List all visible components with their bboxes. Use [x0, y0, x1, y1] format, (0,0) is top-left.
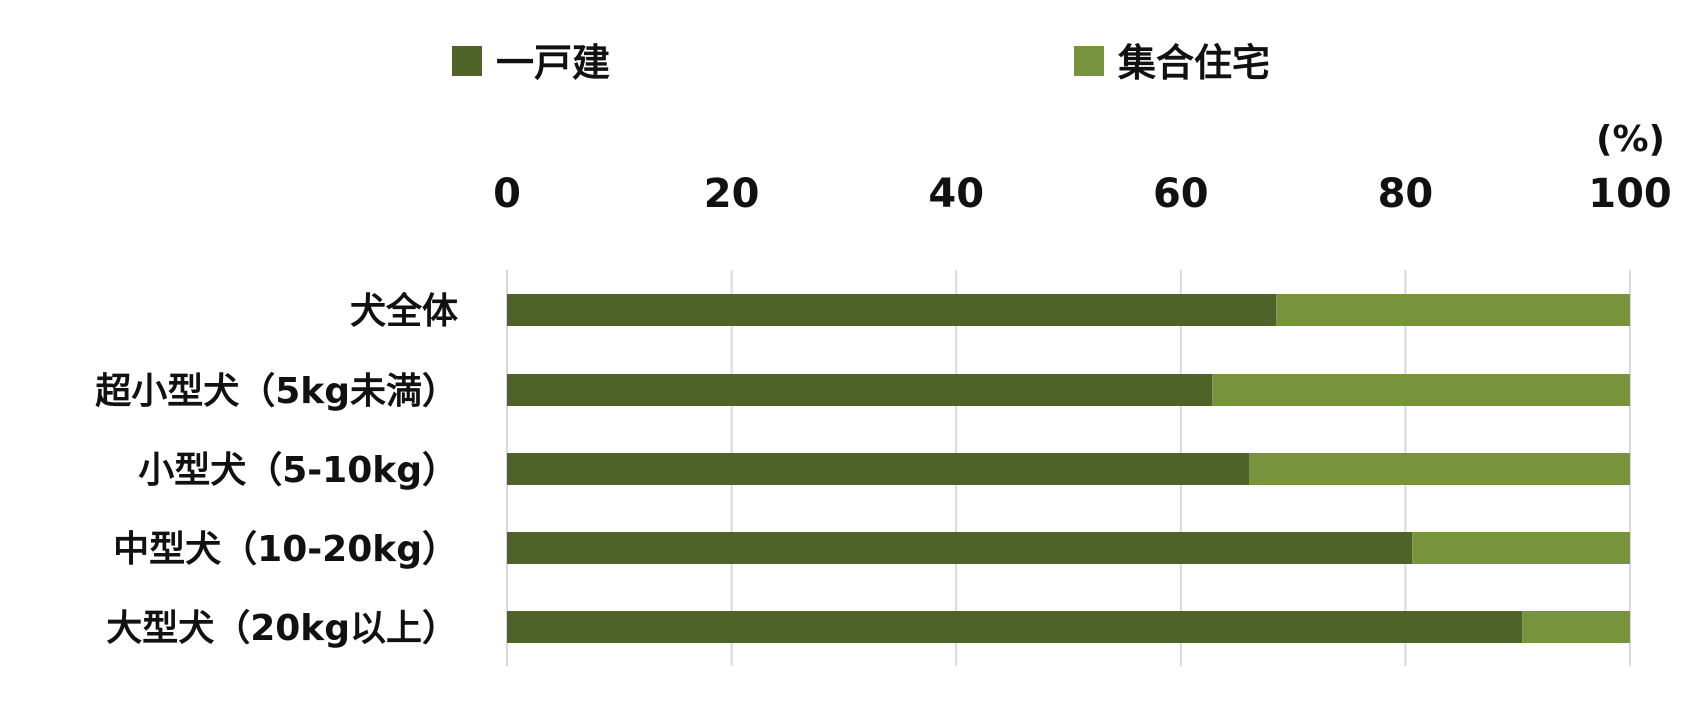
x-tick-label-100: 100: [1588, 171, 1672, 217]
category-label-4: 大型犬（20kg以上）: [106, 608, 458, 649]
bar-detached-house-4: [507, 611, 1523, 643]
bar-detached-house-0: [507, 294, 1277, 326]
category-label-1: 超小型犬（5kg未満）: [95, 371, 458, 412]
legend: 一戸建 集合住宅: [452, 41, 1270, 85]
bars: [507, 294, 1630, 643]
x-tick-label-60: 60: [1153, 171, 1209, 217]
legend-swatch-detached-house: [452, 46, 482, 76]
x-tick-label-20: 20: [704, 171, 760, 217]
bar-apartment-1: [1212, 374, 1630, 406]
bar-apartment-3: [1412, 532, 1630, 564]
bar-apartment-2: [1249, 453, 1630, 485]
bar-detached-house-2: [507, 453, 1250, 485]
axis-unit-label: (%): [1596, 119, 1665, 160]
x-axis-ticks: 0 20 40 60 80 100: [493, 171, 1672, 217]
legend-swatch-apartment: [1074, 46, 1104, 76]
bar-apartment-4: [1522, 611, 1630, 643]
legend-label-detached-house: 一戸建: [496, 41, 610, 85]
bar-apartment-0: [1276, 294, 1630, 326]
x-tick-label-0: 0: [493, 171, 521, 217]
legend-label-apartment: 集合住宅: [1117, 41, 1270, 85]
bar-detached-house-1: [507, 374, 1213, 406]
x-tick-label-40: 40: [928, 171, 984, 217]
category-label-2: 小型犬（5-10kg）: [138, 450, 458, 491]
x-tick-label-80: 80: [1378, 171, 1434, 217]
category-label-3: 中型犬（10-20kg）: [113, 529, 458, 570]
category-label-0: 犬全体: [350, 290, 458, 332]
bar-detached-house-3: [507, 532, 1413, 564]
